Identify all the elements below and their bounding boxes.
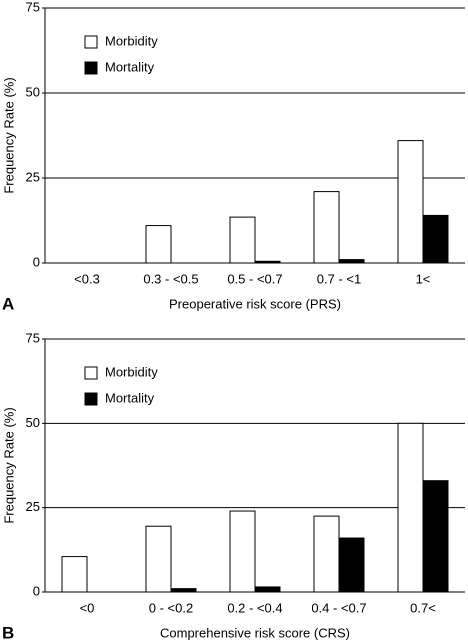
x-tick-label: 0.7 - <1 xyxy=(317,271,361,286)
bar xyxy=(254,260,281,264)
bar xyxy=(313,191,340,264)
legend-swatch xyxy=(84,61,98,75)
x-tick-label: <0 xyxy=(80,600,95,615)
y-tick-label: 0 xyxy=(33,583,40,598)
bar xyxy=(254,586,281,593)
panel-label: A xyxy=(2,294,14,313)
y-tick-label: 25 xyxy=(26,499,40,514)
x-axis-title: Preoperative risk score (PRS) xyxy=(169,296,341,311)
bar xyxy=(145,525,172,593)
y-tick-label: 0 xyxy=(33,254,40,269)
x-tick-label: 1< xyxy=(416,271,431,286)
bar xyxy=(422,480,449,593)
bar xyxy=(313,515,340,593)
bar xyxy=(170,588,197,593)
bar xyxy=(397,422,424,593)
bar xyxy=(397,140,424,264)
x-tick-label: 0 - <0.2 xyxy=(149,600,193,615)
x-tick-label: <0.3 xyxy=(74,271,100,286)
x-tick-label: 0.3 - <0.5 xyxy=(143,271,198,286)
panel-label: B xyxy=(2,623,14,642)
x-axis-title: Comprehensive risk score (CRS) xyxy=(160,625,350,640)
legend-label: Mortality xyxy=(105,59,155,74)
legend-swatch xyxy=(84,366,98,380)
legend-label: Morbidity xyxy=(105,33,158,48)
bar xyxy=(61,556,88,593)
bar xyxy=(229,510,256,593)
y-tick-label: 25 xyxy=(26,169,40,184)
x-tick-label: 0.5 - <0.7 xyxy=(227,271,282,286)
legend-swatch xyxy=(84,35,98,49)
x-tick-label: 0.2 - <0.4 xyxy=(227,600,282,615)
y-tick-label: 50 xyxy=(26,84,40,99)
y-axis-title: Frequency Rate (%) xyxy=(1,407,16,523)
y-axis-title: Frequency Rate (%) xyxy=(1,77,16,193)
legend-swatch xyxy=(84,392,98,406)
y-tick-label: 75 xyxy=(26,0,40,14)
legend-label: Mortality xyxy=(105,390,155,405)
bar xyxy=(422,214,449,264)
y-tick-label: 50 xyxy=(26,415,40,430)
x-tick-label: 0.4 - <0.7 xyxy=(311,600,366,615)
y-tick-label: 75 xyxy=(26,330,40,345)
legend-label: Morbidity xyxy=(105,364,158,379)
bar xyxy=(145,225,172,264)
bar xyxy=(338,259,365,264)
x-tick-label: 0.7< xyxy=(410,600,436,615)
bar xyxy=(229,216,256,264)
bar xyxy=(338,537,365,593)
